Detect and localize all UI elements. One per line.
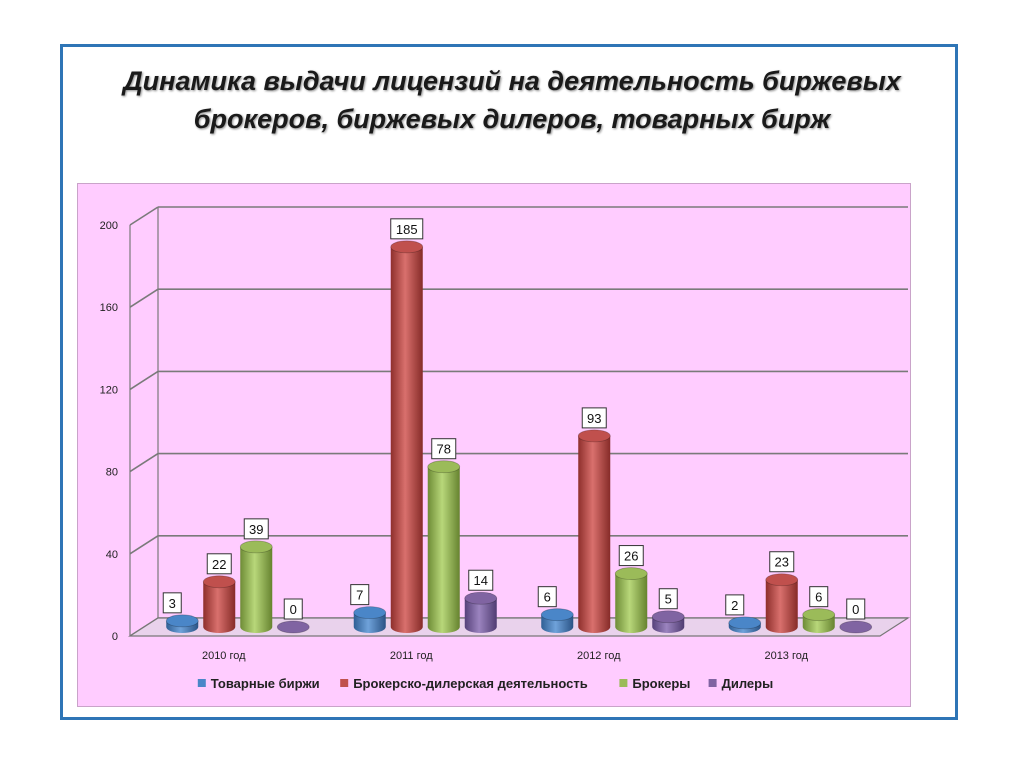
bar-cap-Брокерско-дилерская деятельность-2012 год xyxy=(577,429,611,443)
legend: Товарные биржи Брокерско-дилерская деятел… xyxy=(197,676,774,691)
y-tick-label: 120 xyxy=(100,384,118,396)
bars-layer xyxy=(165,240,873,634)
data-label: 22 xyxy=(212,557,226,572)
gridline-depth xyxy=(129,535,159,555)
bar-cap-Брокеры-2011 год xyxy=(427,460,461,474)
data-label-box xyxy=(537,586,557,608)
data-label: 93 xyxy=(587,411,601,426)
bar-Брокерско-дилерская деятельность-2011 год xyxy=(390,246,423,633)
legend-label-3: Дилеры xyxy=(722,676,774,691)
x-tick-label: 2012 год xyxy=(577,650,621,662)
x-tick-label: 2013 год xyxy=(764,650,808,662)
y-tick-label: 0 xyxy=(112,631,118,643)
gridline-depth xyxy=(129,206,159,226)
data-label: 2 xyxy=(731,598,738,613)
data-label-box xyxy=(658,588,678,610)
data-label-box xyxy=(206,553,232,575)
data-label-box xyxy=(431,438,457,460)
bar-cap-Брокерско-дилерская деятельность-2013 год xyxy=(765,573,799,587)
data-label-box xyxy=(283,598,303,620)
bar-cap-Брокерско-дилерская деятельность-2011 год xyxy=(390,240,424,254)
data-label: 6 xyxy=(544,590,551,605)
bar-cap-Дилеры-2013 год xyxy=(839,620,873,634)
bar-cap-Брокеры-2010 год xyxy=(239,540,273,554)
data-label-box xyxy=(243,518,269,540)
data-label: 39 xyxy=(249,522,263,537)
bar-cap-Дилеры-2012 год xyxy=(651,610,685,624)
data-label: 6 xyxy=(815,590,822,605)
bar-cap-Товарные биржи-2011 год xyxy=(353,606,387,620)
legend-label-2: Брокеры xyxy=(632,676,690,691)
bar-cap-Дилеры-2010 год xyxy=(276,620,310,634)
data-label-box xyxy=(468,569,494,591)
data-label: 14 xyxy=(474,573,488,588)
x-tick-label: 2011 год xyxy=(390,650,433,662)
y-tick-label: 200 xyxy=(100,220,118,232)
data-label: 23 xyxy=(775,555,789,570)
legend-swatch-1 xyxy=(340,679,349,687)
bar-cap-Брокерско-дилерская деятельность-2010 год xyxy=(202,575,236,589)
slide-title-line-1: Динамика выдачи лицензий на деятельность… xyxy=(123,66,901,96)
data-label-box xyxy=(581,407,607,429)
data-label: 0 xyxy=(852,602,859,617)
data-label: 7 xyxy=(356,588,363,603)
bar-Дилеры-2011 год xyxy=(464,598,497,633)
data-label: 3 xyxy=(169,596,176,611)
bar-Брокеры-2011 год xyxy=(427,466,460,633)
bar-cap-Брокеры-2013 год xyxy=(802,608,836,622)
data-label: 0 xyxy=(290,602,297,617)
slide-title-line-2: брокеров, биржевых дилеров, товарных бир… xyxy=(193,104,831,134)
data-label-box xyxy=(162,592,182,614)
x-tick-label: 2010 год xyxy=(202,650,246,662)
data-label: 5 xyxy=(665,592,672,607)
bar-Брокерско-дилерская деятельность-2013 год xyxy=(765,579,798,633)
gridline-depth xyxy=(129,288,159,308)
chart-floor xyxy=(127,617,911,637)
bar-cap-Товарные биржи-2010 год xyxy=(165,614,199,628)
y-tick-label: 40 xyxy=(106,549,118,561)
legend-label-1: Брокерско-дилерская деятельность xyxy=(353,676,588,691)
data-label-box xyxy=(846,598,866,620)
bar-Брокеры-2010 год xyxy=(240,546,273,633)
bar-Брокерско-дилерская деятельность-2012 год xyxy=(578,435,611,633)
data-label-box xyxy=(350,584,370,606)
data-label: 26 xyxy=(624,549,638,564)
data-label-box xyxy=(390,218,424,240)
data-label-box xyxy=(725,594,745,616)
legend-swatch-2 xyxy=(619,679,628,687)
y-tick-label: 80 xyxy=(106,467,118,479)
legend-swatch-3 xyxy=(708,679,717,687)
bar-cap-Дилеры-2011 год xyxy=(464,591,498,605)
bar-Брокерско-дилерская деятельность-2010 год xyxy=(203,581,236,633)
data-label-box xyxy=(769,551,795,573)
legend-swatch-0 xyxy=(197,679,206,687)
data-label-box xyxy=(809,586,829,608)
y-tick-label: 160 xyxy=(100,302,118,314)
bar-cap-Товарные биржи-2013 год xyxy=(728,616,762,630)
bar-cap-Брокеры-2012 год xyxy=(614,567,648,580)
slide-title: Динамика выдачи лицензий на деятельность… xyxy=(0,62,1024,138)
legend-label-0: Товарные биржи xyxy=(211,676,320,691)
data-label: 78 xyxy=(437,442,451,457)
gridline-depth xyxy=(129,370,159,391)
gridline-depth xyxy=(129,452,159,473)
data-label-box xyxy=(618,545,644,567)
bar-Брокеры-2012 год xyxy=(615,573,648,633)
bar-cap-Товарные биржи-2012 год xyxy=(540,608,574,622)
data-label: 185 xyxy=(396,222,418,237)
